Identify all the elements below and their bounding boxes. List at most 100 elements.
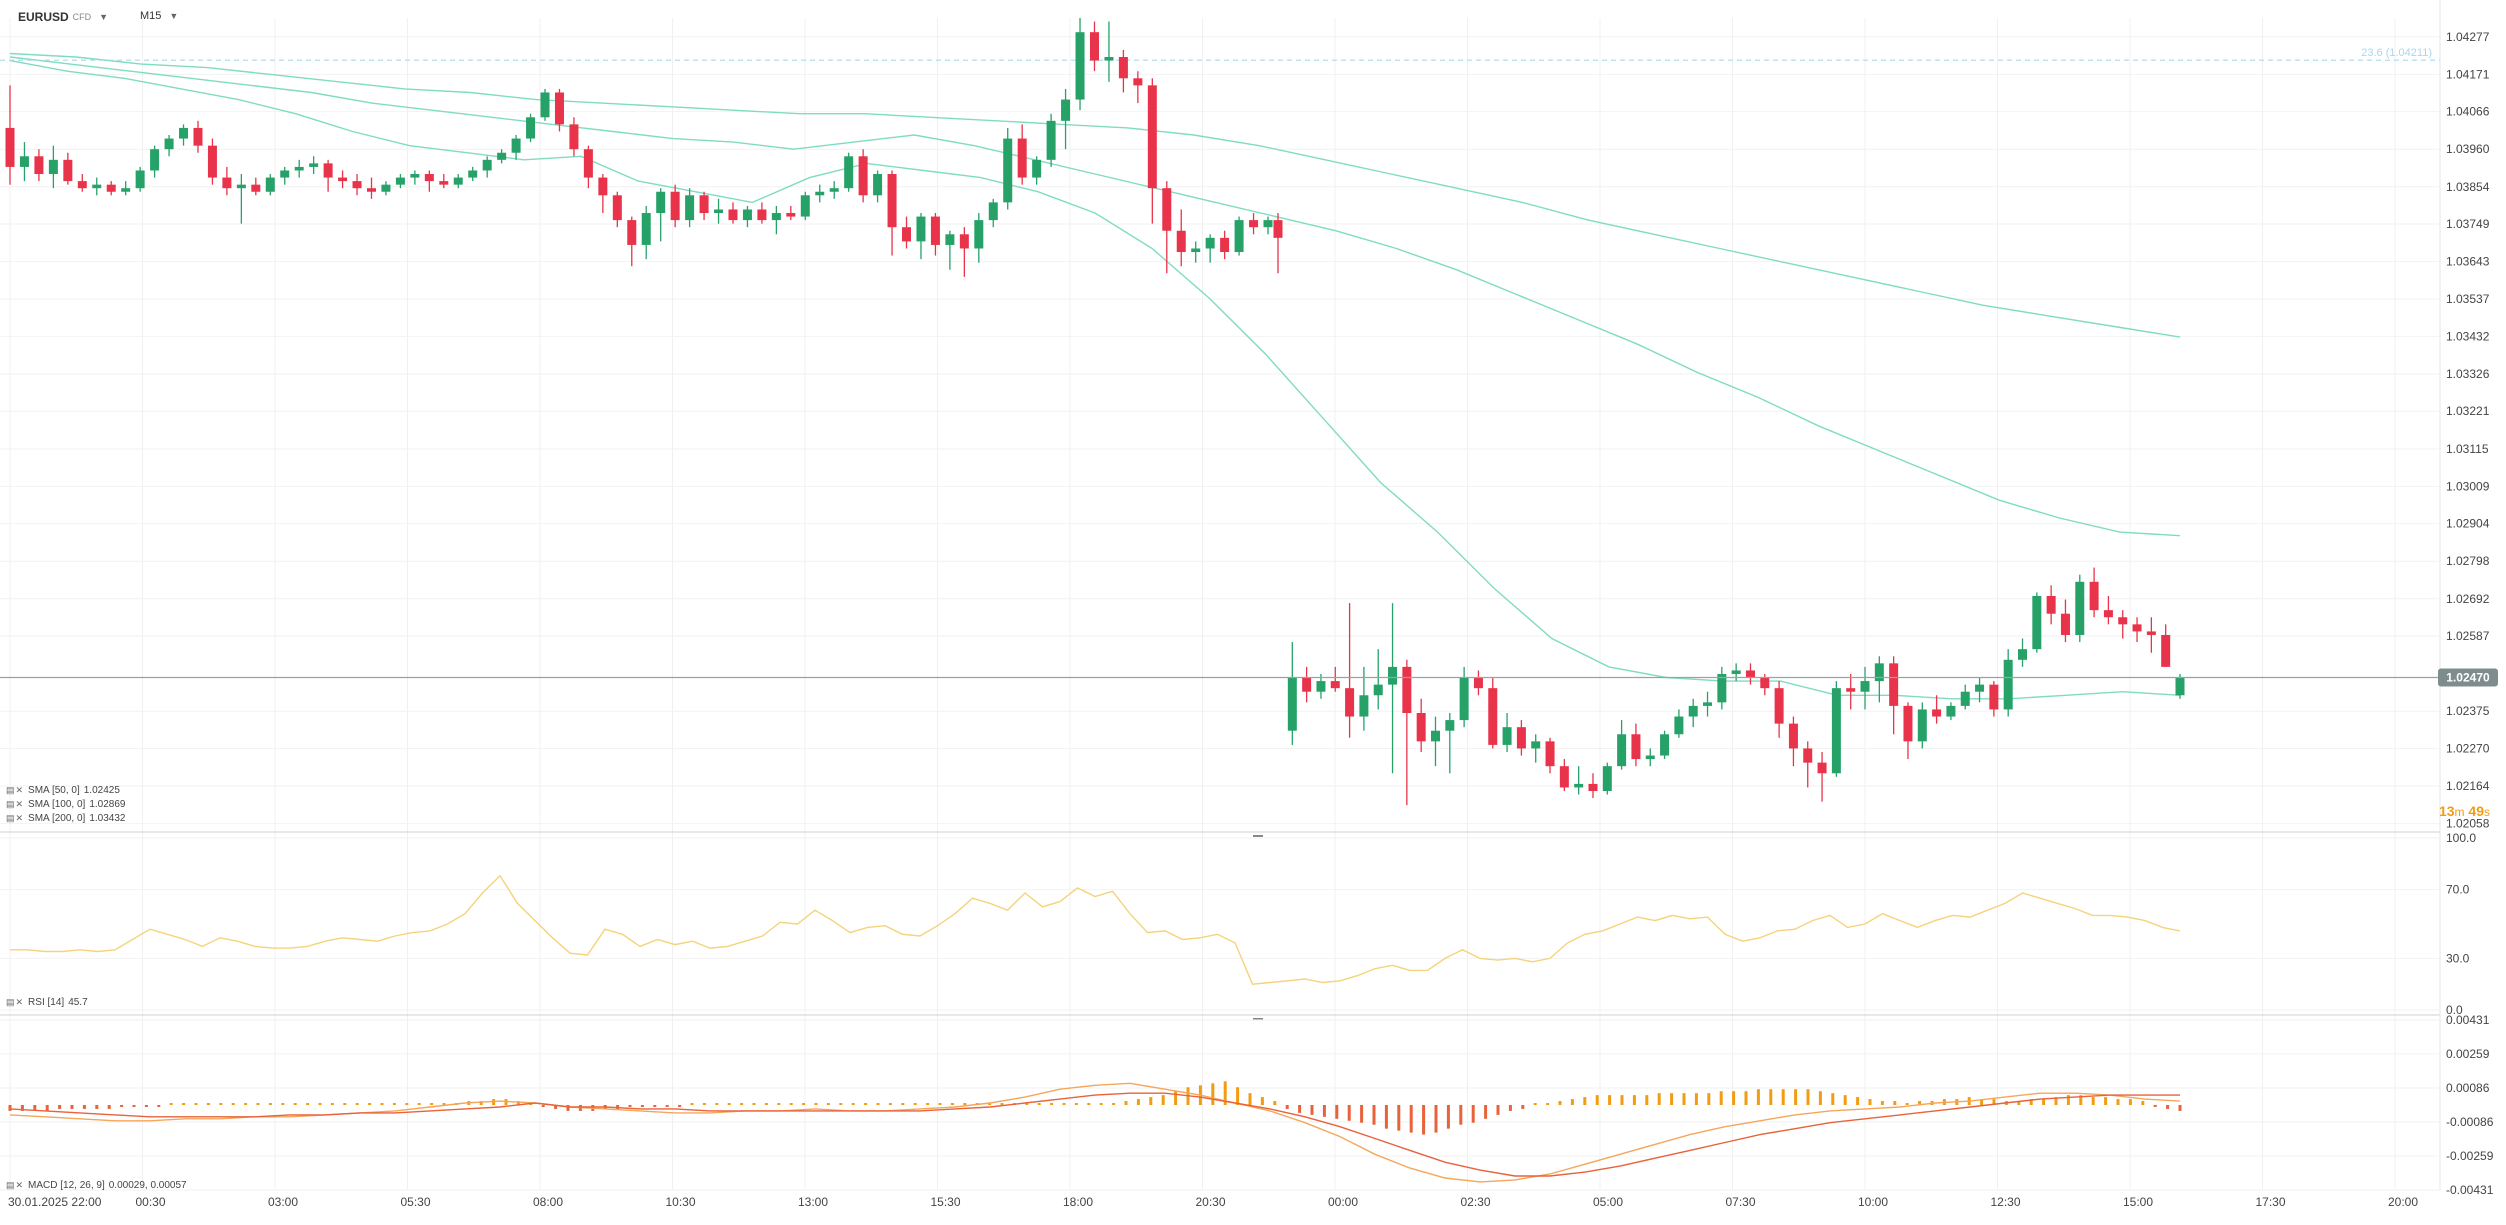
x-tick-label: 07:30 [1725,1195,1755,1209]
candle-body [251,184,261,192]
macd-histogram-bar [554,1105,558,1109]
macd-histogram-bar [2153,1105,2157,1107]
macd-histogram-bar [182,1103,186,1105]
sma-lines [9,52,2181,700]
timeframe-selector[interactable]: M15 ▼ [140,10,178,22]
macd-histogram-bar [1570,1099,1574,1105]
x-tick-label: 00:30 [135,1195,165,1209]
candle-body [294,166,304,171]
candle [1287,642,1297,745]
candle-body [1545,741,1555,767]
macd-histogram-bar [1546,1103,1550,1105]
settings-close-icon[interactable]: ▤✕ [6,997,25,1007]
legend-macd[interactable]: ▤✕ MACD [12, 26, 9] 0.00029, 0.00057 [6,1180,187,1191]
candle [902,216,912,249]
rsi-line [10,874,2181,985]
candle [2161,624,2171,667]
candle [1017,124,1027,185]
candle-body [63,159,73,182]
settings-close-icon[interactable]: ▤✕ [6,785,25,795]
candle [1703,691,1713,717]
symbol-selector[interactable]: EURUSD CFD ▼ [18,10,108,24]
last-price-label: 1.02470 [2446,671,2490,685]
macd-histogram-bar [1471,1105,1475,1123]
candle-body [1688,705,1698,717]
candle-body [656,191,666,214]
macd-histogram-bar [219,1103,223,1105]
candle-body [815,191,825,196]
macd-histogram-bar [1533,1103,1537,1105]
candle-body [34,156,44,175]
candle-body [757,209,767,221]
macd-histogram-bar [876,1103,880,1105]
y-tick-label: 1.03749 [2446,217,2490,231]
candle-body [1345,688,1355,717]
candle [280,166,290,185]
macd-histogram-bar [566,1105,570,1111]
macd-histogram-bar [789,1103,793,1105]
macd-histogram-bar [306,1103,310,1105]
macd-histogram-bar [926,1103,930,1105]
macd-tick-label: -0.00259 [2446,1149,2494,1163]
y-tick-label: 1.02904 [2446,517,2490,531]
candle-body [1674,716,1684,735]
candle [1903,702,1913,760]
legend-rsi[interactable]: ▤✕ RSI [14] 45.7 [6,997,88,1008]
macd-pane [8,1081,2182,1183]
candle-body [1176,230,1186,253]
legend-sma200[interactable]: ▤✕ SMA [200, 0] 1.03432 [6,813,125,824]
macd-histogram-bar [1620,1095,1624,1105]
candle [1402,659,1412,806]
settings-close-icon[interactable]: ▤✕ [6,799,25,809]
macd-histogram-bar [2178,1105,2182,1111]
candle [627,216,637,267]
legend-sma50[interactable]: ▤✕ SMA [50, 0] 1.02425 [6,785,120,796]
candle-body [1104,57,1114,61]
candle [150,145,160,178]
macd-histogram-bar [1037,1103,1041,1105]
candle-body [526,117,536,139]
candle [1104,21,1114,82]
macd-histogram-bar [1434,1105,1438,1133]
macd-histogram-bar [814,1103,818,1105]
candle-body [1932,709,1942,717]
candle [2132,617,2142,643]
candle [1960,684,1970,710]
macd-histogram-bar [702,1103,706,1105]
macd-histogram-bar [1298,1105,1302,1113]
candle [598,174,608,214]
symbol-suffix: CFD [72,12,92,22]
candle [1688,698,1698,728]
legend-sma100[interactable]: ▤✕ SMA [100, 0] 1.02869 [6,799,125,810]
symbol-name: EURUSD [18,10,69,24]
macd-histogram-bar [1694,1093,1698,1105]
candle-body [1745,670,1755,678]
candle-body [1388,666,1398,685]
candle-body [424,174,434,182]
settings-close-icon[interactable]: ▤✕ [6,1180,25,1190]
candle [352,174,362,196]
macd-histogram-bar [2116,1099,2120,1105]
macd-histogram-bar [740,1103,744,1105]
candle [179,124,189,146]
candle [656,188,666,242]
macd-histogram-bar [1893,1101,1897,1105]
candle [1817,751,1827,802]
settings-close-icon[interactable]: ▤✕ [6,813,25,823]
macd-histogram-bar [1223,1081,1227,1105]
macd-histogram-bar [1322,1105,1326,1117]
candle-body [685,195,695,221]
candle-body [974,220,984,249]
rsi-tick-label: 100.0 [2446,831,2476,845]
x-tick-label: 12:30 [1990,1195,2020,1209]
macd-histogram-bar [157,1105,161,1107]
macd-histogram-bar [1236,1087,1240,1105]
candle [2018,638,2028,667]
candle [5,85,15,185]
candle [2003,649,2013,717]
candle [1717,666,1727,710]
candle-body [1330,681,1340,689]
candle-body [352,181,362,189]
candle [309,156,319,175]
